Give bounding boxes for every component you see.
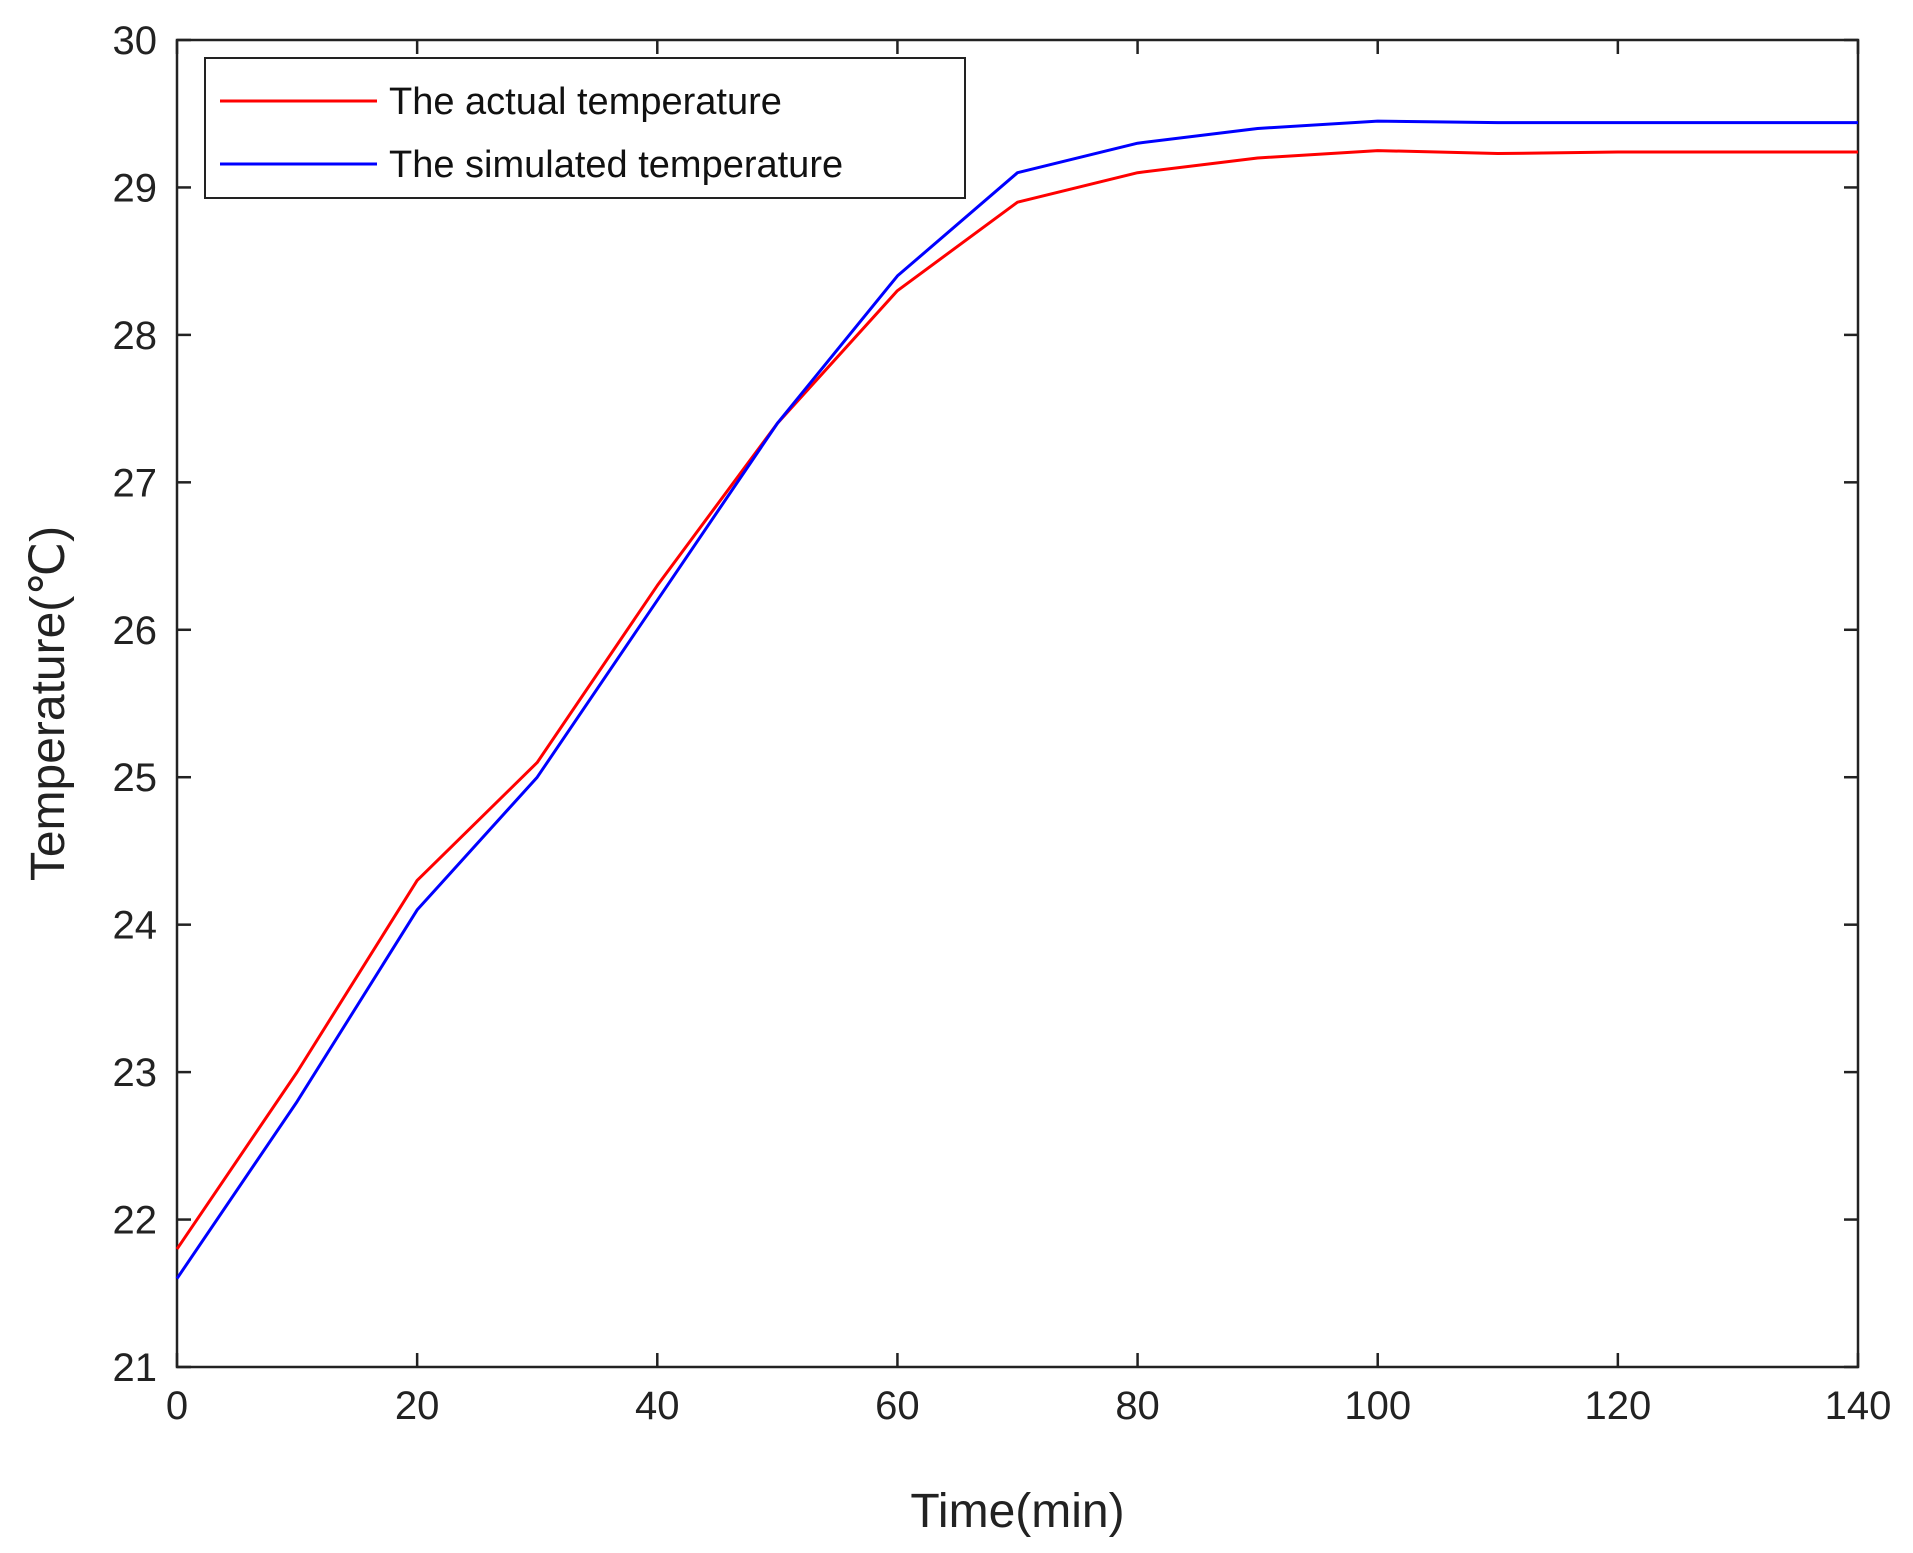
- y-tick-label: 26: [113, 609, 158, 653]
- y-tick-label: 21: [113, 1346, 158, 1390]
- y-tick-label: 23: [113, 1051, 158, 1095]
- x-tick-label: 60: [875, 1384, 920, 1428]
- y-tick-label: 22: [113, 1199, 158, 1243]
- x-tick-label: 20: [395, 1384, 440, 1428]
- y-tick-label: 30: [113, 19, 158, 63]
- x-tick-label: 40: [635, 1384, 680, 1428]
- y-tick-label: 29: [113, 166, 158, 210]
- axis-ticks: 0 20 40 60 80 100 120 140 21 22 23 24 25 26 27 28 29 30: [113, 19, 1892, 1428]
- x-tick-label: 80: [1115, 1384, 1160, 1428]
- y-axis-label: Temperature(℃): [22, 526, 75, 881]
- plot-frame: [175, 38, 1860, 1369]
- x-tick-label: 140: [1825, 1384, 1892, 1428]
- y-tick-label: 25: [113, 756, 158, 800]
- x-tick-label: 100: [1344, 1384, 1411, 1428]
- x-axis-label: Time(min): [910, 1485, 1124, 1538]
- y-tick-label: 28: [113, 314, 158, 358]
- legend-label-simulated: The simulated temperature: [389, 144, 843, 186]
- y-tick-label: 24: [113, 904, 158, 948]
- plot-area: [175, 38, 1860, 1369]
- series-layer: [175, 119, 1858, 1280]
- legend-label-actual: The actual temperature: [389, 81, 782, 123]
- legend-box: [204, 57, 966, 199]
- series-line-actual: [175, 149, 1858, 1250]
- x-tick-label: 0: [166, 1384, 188, 1428]
- x-tick-label: 120: [1584, 1384, 1651, 1428]
- legend: The actual temperature The simulated tem…: [204, 57, 966, 199]
- y-tick-label: 27: [113, 461, 158, 505]
- series-line-simulated: [175, 119, 1858, 1280]
